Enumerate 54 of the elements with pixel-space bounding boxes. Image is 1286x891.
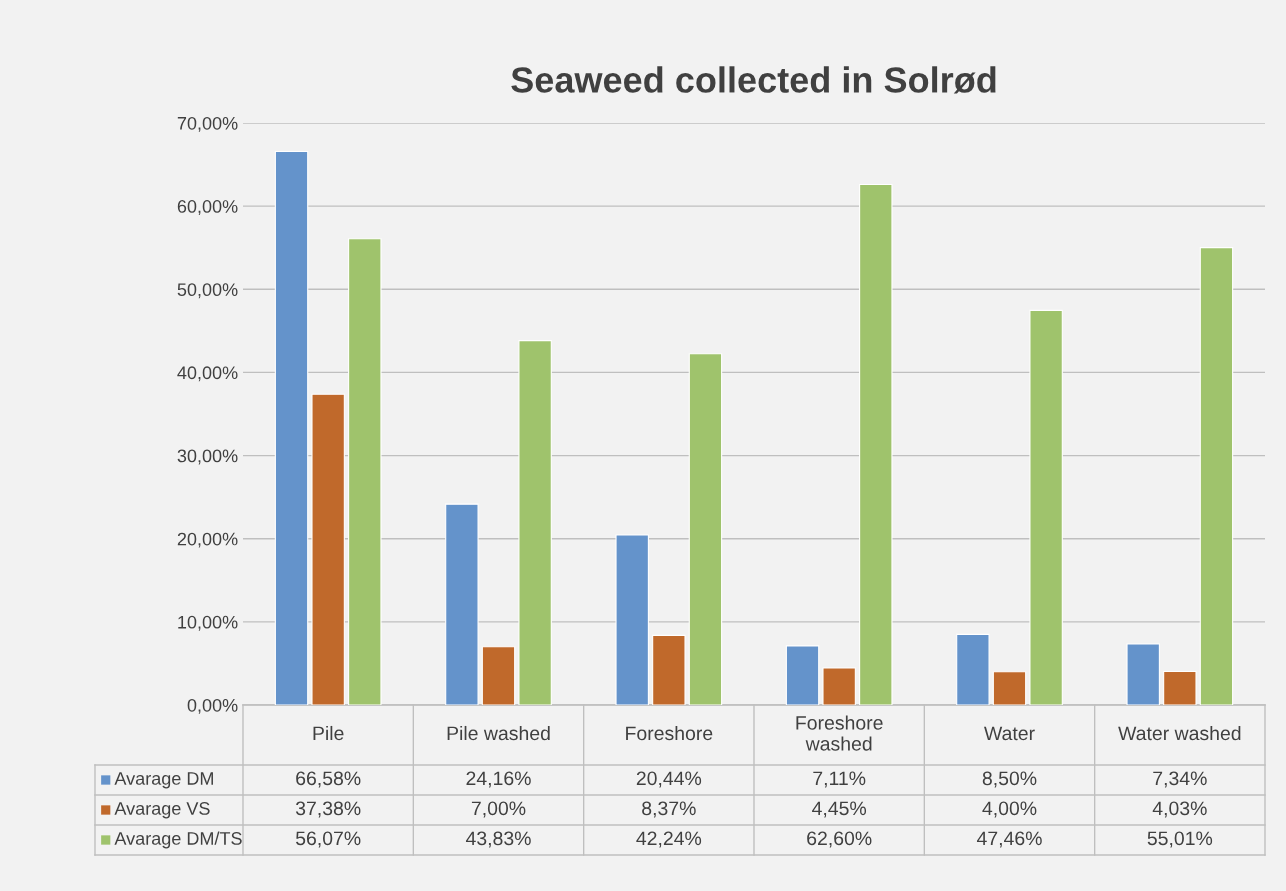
bar xyxy=(785,645,820,705)
legend-label: Avarage DM/TS xyxy=(114,831,242,849)
bar xyxy=(992,671,1027,705)
data-label: 20,44% xyxy=(636,771,702,788)
y-tick-label: 10,00% xyxy=(178,615,238,631)
x-tick-label: Water washed xyxy=(1118,725,1241,741)
y-tick-label: 30,00% xyxy=(177,449,238,465)
data-label: 4,00% xyxy=(982,801,1037,818)
data-label: 66,58% xyxy=(296,771,361,788)
legend-label: Avarage VS xyxy=(114,802,210,819)
legend-label: Avarage DM xyxy=(114,772,213,789)
y-tick-label: 40,00% xyxy=(177,366,238,382)
bar xyxy=(615,534,649,705)
bar xyxy=(859,183,893,705)
bar xyxy=(1126,643,1160,705)
data-label: 8,37% xyxy=(642,801,696,818)
data-label: 8,50% xyxy=(982,771,1037,788)
data-label: 4,03% xyxy=(1152,801,1207,818)
bar xyxy=(274,150,309,705)
bar xyxy=(445,503,479,705)
data-label: 43,83% xyxy=(465,831,531,848)
bar xyxy=(481,646,516,705)
data-label: 56,07% xyxy=(295,831,361,848)
chart-title: Seaweed collected in Solrød xyxy=(511,66,996,94)
bar xyxy=(311,393,345,705)
y-tick-label: 60,00% xyxy=(177,200,238,215)
data-label: 42,24% xyxy=(636,831,702,848)
bar xyxy=(348,238,382,705)
data-label: 7,00% xyxy=(471,801,526,818)
y-tick-label: 20,00% xyxy=(177,532,238,548)
bar xyxy=(688,353,723,705)
y-tick-label: 50,00% xyxy=(177,283,238,299)
bar xyxy=(1199,247,1234,705)
data-label: 4,45% xyxy=(812,801,867,818)
bar xyxy=(822,667,856,705)
bar xyxy=(1163,670,1197,705)
data-label: 62,60% xyxy=(807,831,872,848)
y-tick-label: 0,00% xyxy=(187,698,238,714)
bar xyxy=(652,634,686,705)
bar xyxy=(518,340,552,705)
x-tick-label: Foreshore xyxy=(626,725,713,741)
data-label: 7,11% xyxy=(813,771,866,788)
data-label: 55,01% xyxy=(1147,831,1213,848)
data-label: 37,38% xyxy=(295,801,361,818)
data-label: 47,46% xyxy=(976,831,1042,848)
y-tick-label: 70,00% xyxy=(177,116,238,132)
x-tick-label: Water xyxy=(984,726,1035,741)
x-tick-label: Pile washed xyxy=(447,725,550,741)
bar xyxy=(1029,309,1063,705)
bar xyxy=(956,633,990,705)
x-tick-label: Foreshore washed xyxy=(796,715,883,751)
x-tick-label: Pile xyxy=(313,725,344,741)
data-label: 7,34% xyxy=(1153,771,1207,788)
data-label: 24,16% xyxy=(466,771,531,788)
